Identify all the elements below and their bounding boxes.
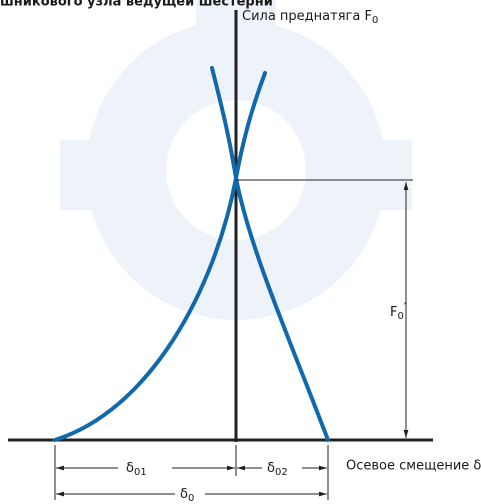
y-axis-label: Сила преднатяга F0 <box>242 9 378 27</box>
dimension-label: δ01 <box>126 461 147 479</box>
curve-bearing <box>210 66 330 442</box>
dimension-label: δ0 <box>180 487 194 504</box>
title: шникового узла ведущей шестерни <box>0 0 273 10</box>
x-axis-label: Осевое смещение δ <box>346 459 481 474</box>
preload-label: F0′ <box>390 301 407 323</box>
curve-pinion <box>53 71 267 442</box>
dimension-label: δ02 <box>267 461 288 479</box>
